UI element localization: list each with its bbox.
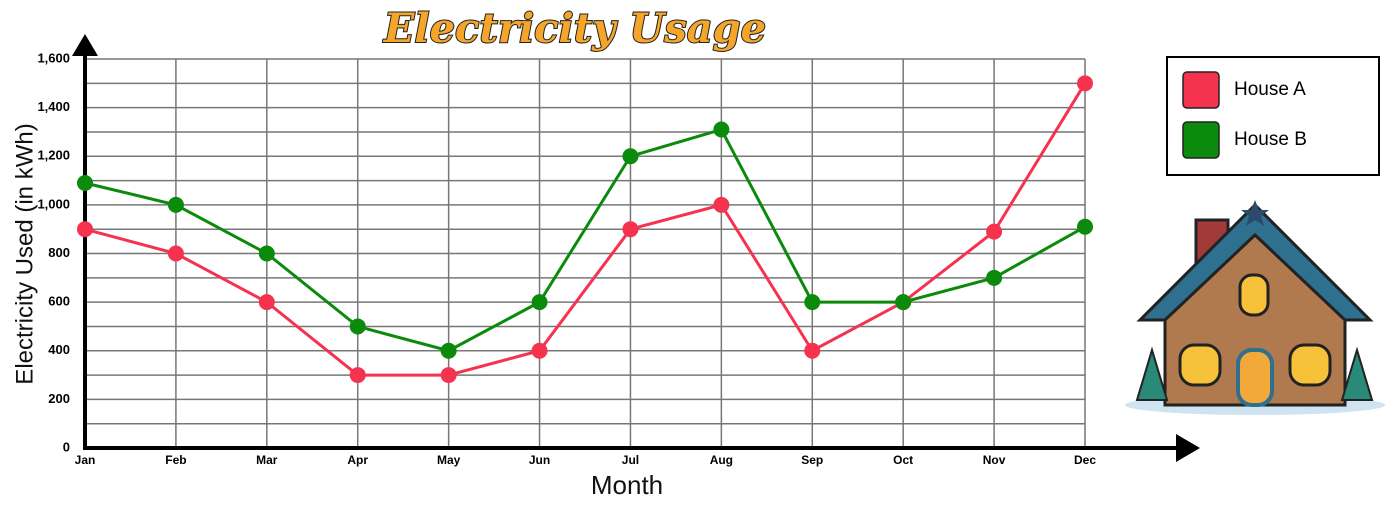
point — [168, 197, 184, 213]
legend-label: House A — [1234, 79, 1306, 100]
point — [1077, 219, 1093, 235]
point — [168, 246, 184, 262]
x-tick-label: Nov — [983, 453, 1006, 467]
point — [804, 343, 820, 359]
point — [622, 221, 638, 237]
x-tick-label: Dec — [1074, 453, 1096, 467]
y-tick-label: 600 — [48, 294, 70, 309]
y-tick-label: 1,600 — [37, 50, 70, 65]
y-tick-label: 0 — [63, 439, 70, 454]
point — [259, 294, 275, 310]
x-tick-label: Jul — [622, 453, 639, 467]
point — [532, 343, 548, 359]
y-tick-label: 800 — [48, 245, 70, 260]
point — [1077, 75, 1093, 91]
x-tick-label: Apr — [347, 453, 368, 467]
point — [713, 122, 729, 138]
series-line — [85, 130, 1085, 351]
point — [713, 197, 729, 213]
x-tick-label: Aug — [710, 453, 733, 467]
point — [622, 148, 638, 164]
point — [895, 294, 911, 310]
y-tick-label: 1,200 — [37, 148, 70, 163]
chart-title: Electricity Usage — [383, 5, 766, 52]
point — [77, 221, 93, 237]
y-axis-label: Electricity Used (in kWh) — [11, 123, 38, 384]
y-tick-label: 400 — [48, 342, 70, 357]
point — [259, 246, 275, 262]
point — [804, 294, 820, 310]
grid — [85, 59, 1085, 448]
x-axis-arrow — [1176, 434, 1200, 462]
x-tick-label: May — [437, 453, 461, 467]
x-tick-label: Jan — [75, 453, 96, 467]
legend-swatch — [1183, 122, 1219, 158]
point — [350, 318, 366, 334]
x-tick-label: Jun — [529, 453, 550, 467]
x-tick-label: Mar — [256, 453, 278, 467]
legend-label: House B — [1234, 129, 1307, 150]
point — [986, 270, 1002, 286]
point — [441, 343, 457, 359]
x-tick-label: Feb — [165, 453, 186, 467]
y-tick-label: 1,400 — [37, 99, 70, 114]
house-illustration — [1125, 200, 1385, 415]
x-tick-label: Oct — [893, 453, 913, 467]
y-axis-arrow — [72, 34, 98, 56]
x-tick-label: Sep — [801, 453, 823, 467]
point — [441, 367, 457, 383]
chart: Electricity Usage Electricity Used (in k… — [0, 0, 1385, 501]
x-axis-label: Month — [591, 470, 663, 500]
y-tick-label: 1,000 — [37, 196, 70, 211]
point — [532, 294, 548, 310]
legend-swatch — [1183, 72, 1219, 108]
y-tick-label: 200 — [48, 391, 70, 406]
point — [350, 367, 366, 383]
point — [986, 224, 1002, 240]
point — [77, 175, 93, 191]
